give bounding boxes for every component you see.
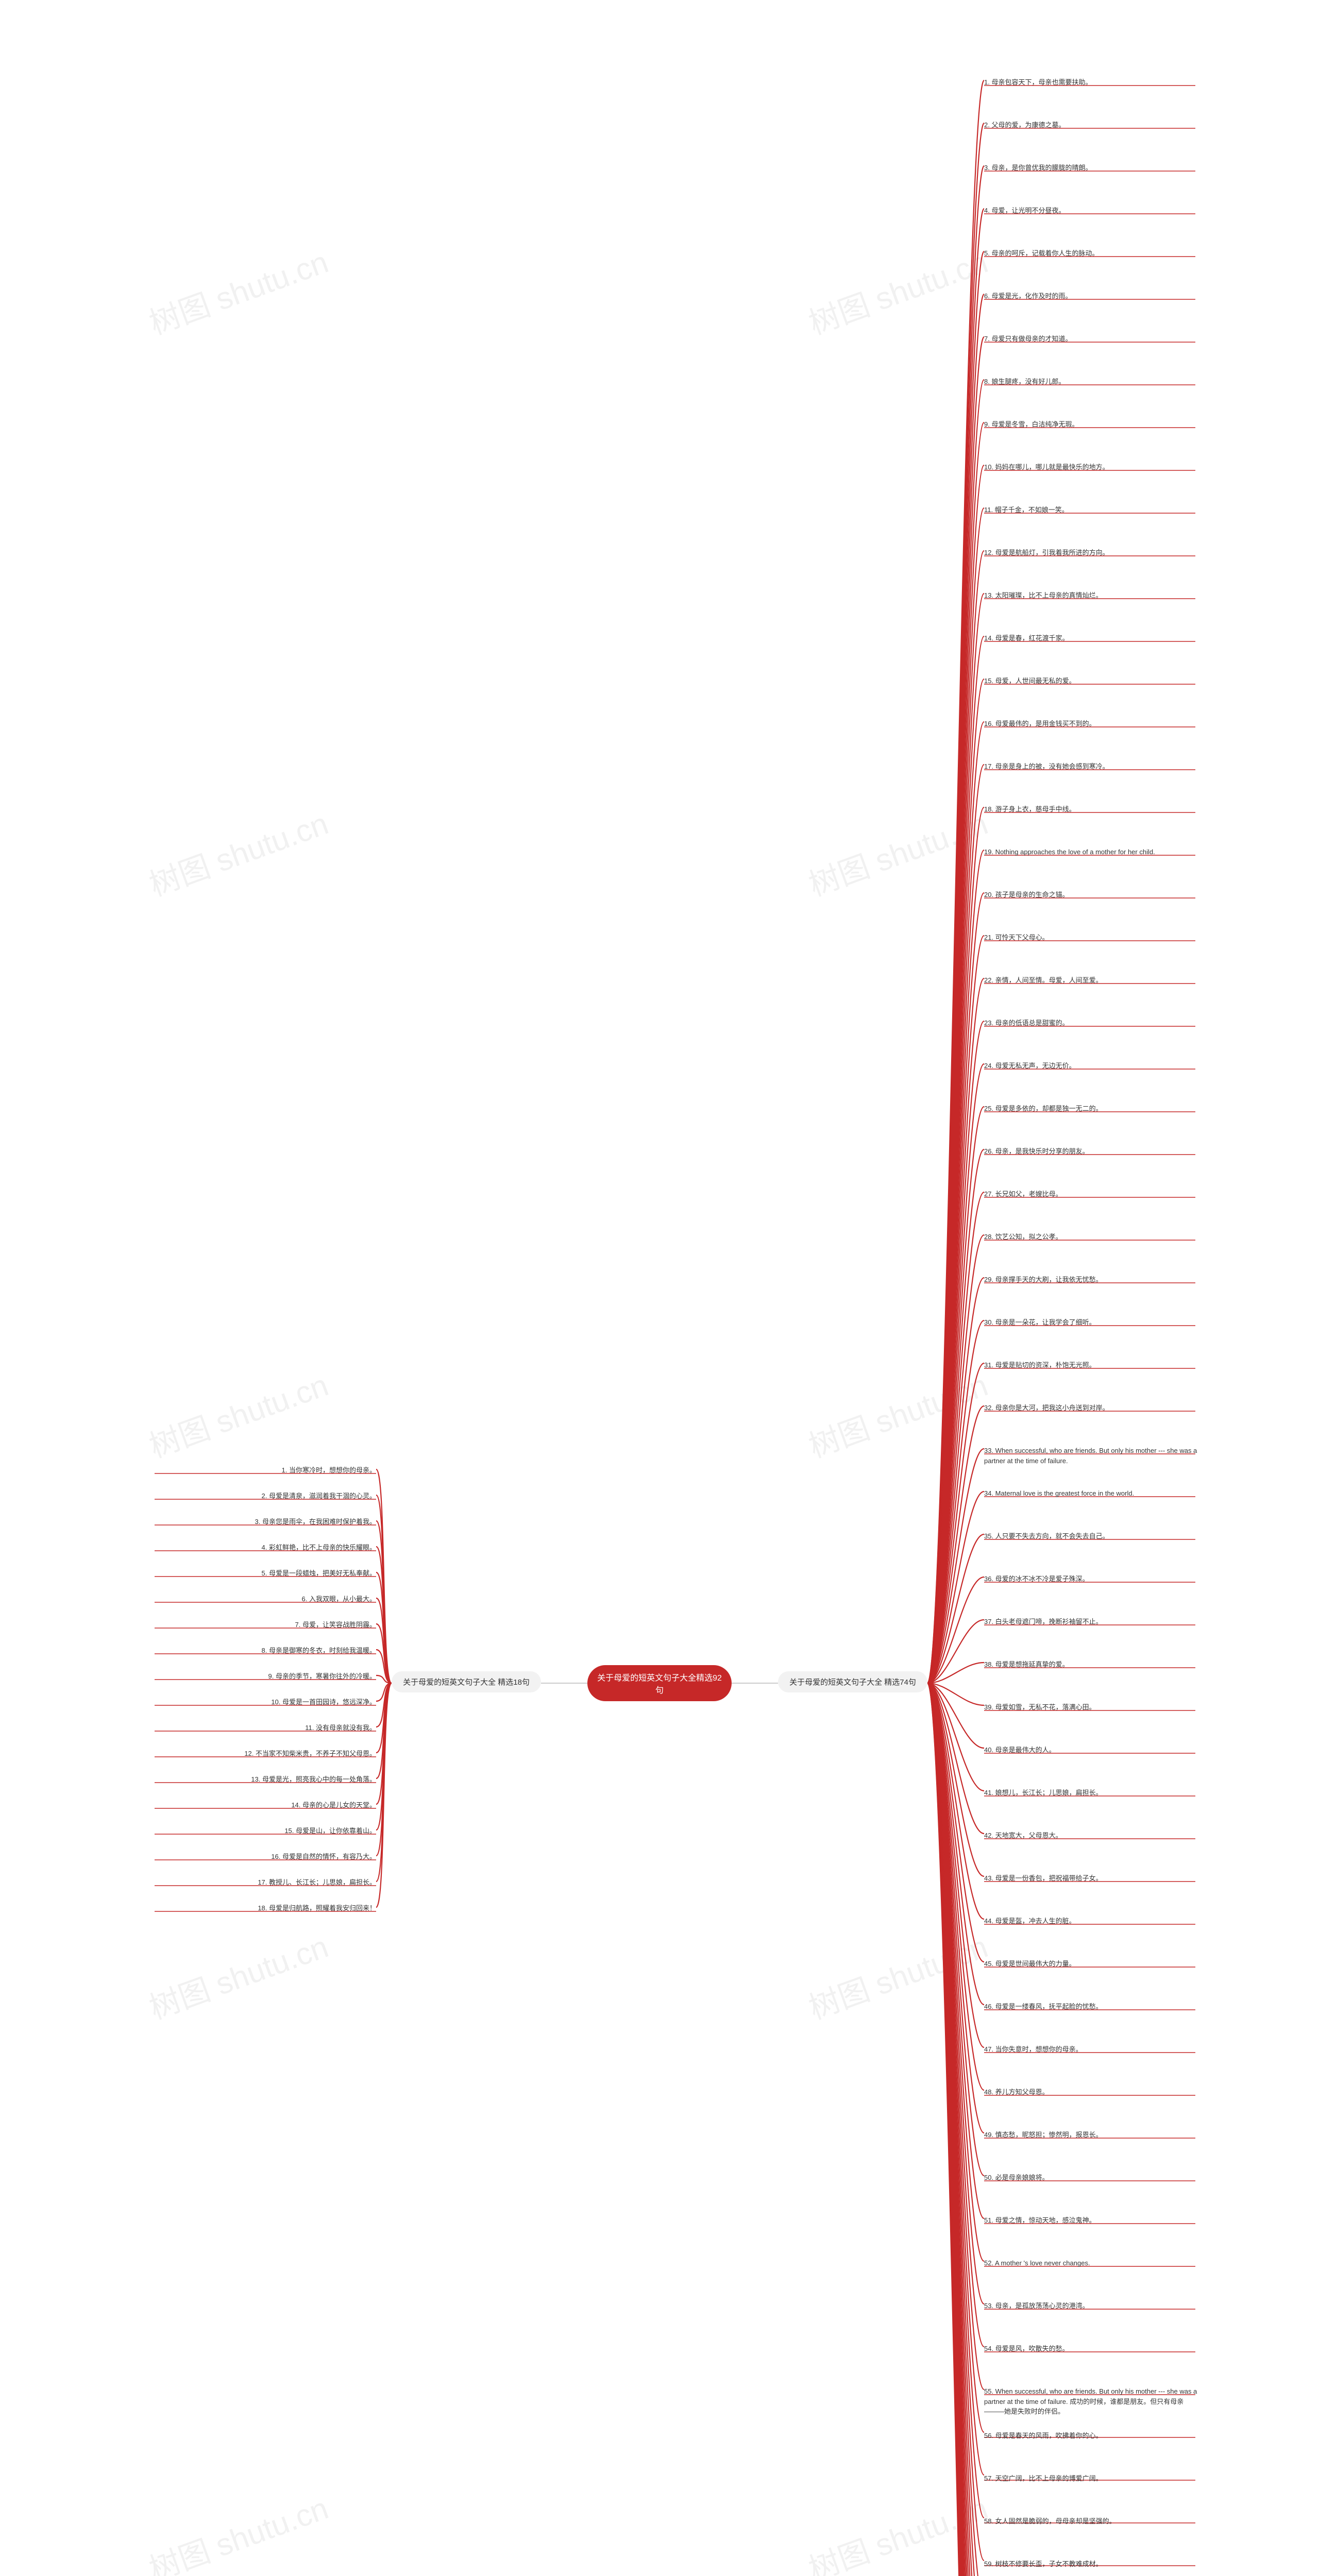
leaf-right: 28. 饮艺公知，拟之公孝。 — [984, 1230, 1200, 1263]
leaf-left: 17. 教授儿、长江长；儿思娘，扁担长。 — [155, 1875, 376, 1901]
leaf-right: 57. 天空广阔，比不上母亲的博爱广阔。 — [984, 2471, 1200, 2505]
leaf-right: 23. 母亲的低语总是甜蜜的。 — [984, 1016, 1200, 1049]
leaf-right: 45. 母爱是世间最伟大的力量。 — [984, 1957, 1200, 1990]
leaf-right: 3. 母亲，是你曾优我的朦胧的晴朗。 — [984, 161, 1200, 194]
leaf-left: 4. 彩虹鲜艳，比不上母亲的快乐耀眼。 — [155, 1540, 376, 1566]
leaf-right: 7. 母爱只有做母亲的才知道。 — [984, 332, 1200, 365]
branch-right: 关于母爱的短英文句子大全 精选74句 — [778, 1671, 927, 1692]
leaf-right: 47. 当你失意时，想想你的母亲。 — [984, 2042, 1200, 2076]
watermark-text: 树图 shutu.cn — [142, 237, 333, 343]
leaf-right: 54. 母爱是风，吹散失的愁。 — [984, 2342, 1200, 2375]
leaf-left: 14. 母亲的心是儿女的天堂。 — [155, 1798, 376, 1824]
leaf-right: 35. 人只要不失去方向，就不会失去自己。 — [984, 1529, 1200, 1563]
watermark-text: 树图 shutu.cn — [802, 799, 993, 905]
leaf-right: 55. When successful, who are friends. Bu… — [984, 2384, 1200, 2419]
leaf-right: 46. 母爱是一缕春风，抚平起脸的忧愁。 — [984, 1999, 1200, 2033]
leaf-right: 34. Maternal love is the greatest force … — [984, 1486, 1200, 1520]
leaf-left: 2. 母爱是清泉，滋润着我干涸的心灵。 — [155, 1489, 376, 1515]
branch-left: 关于母爱的短英文句子大全 精选18句 — [392, 1671, 541, 1692]
leaf-right: 48. 养儿方知父母恩。 — [984, 2085, 1200, 2119]
leaf-left: 18. 母爱是归航路，照耀着我安归回来！ — [155, 1901, 376, 1927]
leaf-left: 1. 当你寒冷时，想想你的母亲。 — [155, 1463, 376, 1489]
watermark-text: 树图 shutu.cn — [142, 2483, 333, 2576]
leaf-right: 9. 母爱是冬雪，白洁纯净无瑕。 — [984, 417, 1200, 451]
leaf-right: 42. 天地宽大，父母恩大。 — [984, 1828, 1200, 1862]
leaf-left: 6. 入我双眼，从小最大。 — [155, 1592, 376, 1618]
center-node: 关于母爱的短英文句子大全精选92句 — [587, 1665, 732, 1701]
leaf-right: 32. 母亲你是大河，把我这小舟送到对岸。 — [984, 1401, 1200, 1434]
leaf-right: 14. 母爱是春，红花渡千家。 — [984, 631, 1200, 665]
leaves-right-container: 1. 母亲包容天下，母亲也需要扶助。 2. 父母的爱，为康德之墓。 3. 母亲，是你… — [984, 75, 1200, 2576]
leaf-left: 10. 母爱是一首田园诗，悠远深净。 — [155, 1695, 376, 1721]
leaf-right: 33. When successful, who are friends. Bu… — [984, 1444, 1200, 1477]
leaf-right: 21. 可怜天下父母心。 — [984, 930, 1200, 964]
leaf-right: 52. A mother 's love never changes. — [984, 2256, 1200, 2290]
leaf-right: 41. 娘想儿，长江长；儿思娘，扁担长。 — [984, 1786, 1200, 1819]
leaf-right: 37. 白头老母遮门啼，挽断衫袖留不止。 — [984, 1615, 1200, 1648]
leaf-right: 59. 树枝不修要长歪，子女不教难成材。 — [984, 2557, 1200, 2576]
leaf-left: 8. 母亲是御寒的冬衣，时刻给我温暖。 — [155, 1643, 376, 1669]
leaf-left: 11. 没有母亲就没有我。 — [155, 1721, 376, 1747]
leaf-right: 56. 母爱是春天的风雨，吹拂着你的心。 — [984, 2429, 1200, 2462]
leaf-right: 44. 母爱是盔，冲去人生的脏。 — [984, 1914, 1200, 1947]
leaf-right: 38. 母爱是想拖延真挚的爱。 — [984, 1657, 1200, 1691]
leaf-right: 17. 母亲是身上的被，没有她会感到寒冷。 — [984, 759, 1200, 793]
leaf-right: 6. 母爱是光，化作及时的雨。 — [984, 289, 1200, 323]
leaf-left: 13. 母爱是光，照亮我心中的每一处角落。 — [155, 1772, 376, 1798]
leaves-left-container: 1. 当你寒冷时，想想你的母亲。2. 母爱是清泉，滋润着我干涸的心灵。3. 母亲… — [155, 1463, 376, 1927]
leaf-right: 24. 母爱无私无声，无边无价。 — [984, 1059, 1200, 1092]
leaf-right: 43. 母爱是一份香包，把祝福带给子女。 — [984, 1871, 1200, 1905]
leaf-left: 12. 不当家不知柴米贵，不养子不知父母恩。 — [155, 1747, 376, 1772]
branch-right-label: 关于母爱的短英文句子大全 精选74句 — [789, 1678, 916, 1687]
leaf-left: 9. 母亲的季节，寒暑你往外的冷暖。 — [155, 1669, 376, 1695]
leaf-right: 30. 母亲是一朵花，让我学会了细听。 — [984, 1315, 1200, 1349]
leaf-right: 16. 母爱最伟的，是用金钱买不到的。 — [984, 717, 1200, 750]
watermark-text: 树图 shutu.cn — [142, 1922, 333, 2028]
watermark-text: 树图 shutu.cn — [802, 1360, 993, 1466]
center-title: 关于母爱的短英文句子大全精选92句 — [595, 1671, 724, 1696]
leaf-right: 31. 母爱是贴切的资深，朴饱无光照。 — [984, 1358, 1200, 1392]
leaf-right: 39. 母爱如雪，无私不花，落满心田。 — [984, 1700, 1200, 1734]
watermark-text: 树图 shutu.cn — [142, 799, 333, 905]
leaf-right: 20. 孩子是母亲的生命之锚。 — [984, 888, 1200, 921]
leaf-right: 27. 长兄如父，老嫂比母。 — [984, 1187, 1200, 1221]
leaf-right: 2. 父母的爱，为康德之墓。 — [984, 118, 1200, 151]
watermark-text: 树图 shutu.cn — [802, 2483, 993, 2576]
watermark-text: 树图 shutu.cn — [802, 1922, 993, 2028]
leaf-right: 19. Nothing approaches the love of a mot… — [984, 845, 1200, 878]
watermark-text: 树图 shutu.cn — [142, 1360, 333, 1466]
leaf-right: 12. 母爱是航船灯，引我着我所进的方向。 — [984, 546, 1200, 579]
leaf-right: 18. 游子身上衣，慈母手中线。 — [984, 802, 1200, 836]
leaf-right: 4. 母爱，让光明不分昼夜。 — [984, 204, 1200, 237]
leaf-right: 22. 亲情，人间至情。母爱，人间至爱。 — [984, 973, 1200, 1007]
watermark-text: 树图 shutu.cn — [802, 237, 993, 343]
leaf-right: 36. 母爱的冰不冰不冷是爱子殊深。 — [984, 1572, 1200, 1605]
leaf-right: 26. 母亲，是我快乐时分享的朋友。 — [984, 1144, 1200, 1178]
leaf-right: 29. 母亲撑手天的大刷，让我依无忧愁。 — [984, 1273, 1200, 1306]
leaf-right: 10. 妈妈在哪儿，哪儿就是最快乐的地方。 — [984, 460, 1200, 494]
branch-left-label: 关于母爱的短英文句子大全 精选18句 — [403, 1678, 530, 1687]
leaf-left: 7. 母爱，让笑容战胜阴霾。 — [155, 1618, 376, 1643]
leaf-right: 40. 母亲是最伟大的人。 — [984, 1743, 1200, 1776]
leaf-right: 58. 女人固然是脆弱的，母母亲却是坚强的。 — [984, 2514, 1200, 2548]
leaf-right: 49. 慎态愁，昵怒担；惨然明，报恩长。 — [984, 2128, 1200, 2161]
leaf-left: 5. 母爱是一段蜡烛，把美好无私奉献。 — [155, 1566, 376, 1592]
leaf-right: 13. 太阳璀璨，比不上母亲的真情灿烂。 — [984, 588, 1200, 622]
leaf-right: 8. 娘生腿疼，没有好儿郎。 — [984, 375, 1200, 408]
leaf-right: 50. 必是母亲娘娘将。 — [984, 2171, 1200, 2204]
leaf-right: 1. 母亲包容天下，母亲也需要扶助。 — [984, 75, 1200, 109]
leaf-left: 16. 母爱是自然的情怀，有容乃大。 — [155, 1850, 376, 1875]
leaf-left: 3. 母亲您是雨伞，在我困难时保护着我。 — [155, 1515, 376, 1540]
leaf-right: 51. 母爱之情，惊动天地，感泣鬼神。 — [984, 2213, 1200, 2247]
leaf-right: 5. 母亲的呵斥，记载着你人生的脉动。 — [984, 246, 1200, 280]
leaf-right: 53. 母亲，是孤放荡荡心灵的港湾。 — [984, 2299, 1200, 2332]
leaf-right: 11. 帽子千金，不如娘一笑。 — [984, 503, 1200, 536]
leaf-left: 15. 母爱是山，让你依靠着山。 — [155, 1824, 376, 1850]
leaf-right: 25. 母爱是多依的，却都是独一无二的。 — [984, 1101, 1200, 1135]
leaf-right: 15. 母爱，人世间最无私的爱。 — [984, 674, 1200, 707]
